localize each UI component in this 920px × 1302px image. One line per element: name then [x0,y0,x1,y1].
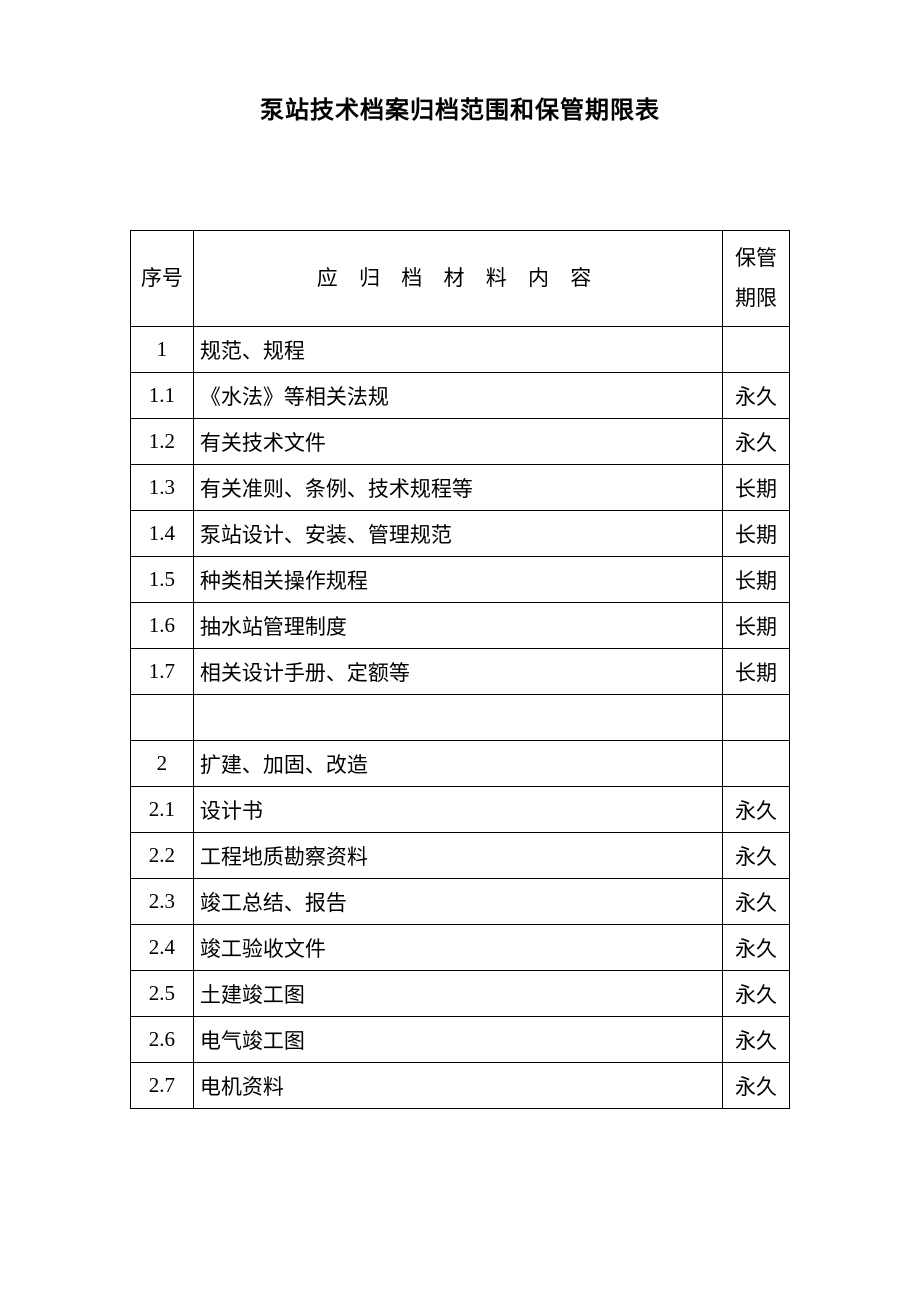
row-period: 永久 [723,1017,790,1063]
row-content: 土建竣工图 [193,971,722,1017]
row-content [193,695,722,741]
row-period [723,327,790,373]
document-title: 泵站技术档案归档范围和保管期限表 [130,90,790,125]
row-period: 长期 [723,511,790,557]
row-period: 永久 [723,1063,790,1109]
table-row: 1.4泵站设计、安装、管理规范长期 [131,511,790,557]
table-row: 2.2工程地质勘察资料永久 [131,833,790,879]
row-seq: 1.6 [131,603,194,649]
header-content: 应 归 档 材 料 内 容 [193,231,722,327]
row-seq: 1.1 [131,373,194,419]
row-seq [131,695,194,741]
row-seq: 1.4 [131,511,194,557]
header-period-line1: 保管 [735,246,777,270]
row-seq: 1.2 [131,419,194,465]
row-content: 规范、规程 [193,327,722,373]
row-seq: 1.5 [131,557,194,603]
row-content: 电气竣工图 [193,1017,722,1063]
row-period: 长期 [723,649,790,695]
row-seq: 2.7 [131,1063,194,1109]
row-seq: 2.2 [131,833,194,879]
table-row: 2.5土建竣工图永久 [131,971,790,1017]
row-period: 永久 [723,787,790,833]
row-seq: 1.3 [131,465,194,511]
row-content: 竣工总结、报告 [193,879,722,925]
table-row: 1规范、规程 [131,327,790,373]
row-content: 泵站设计、安装、管理规范 [193,511,722,557]
table-row: 1.1《水法》等相关法规永久 [131,373,790,419]
row-seq: 2 [131,741,194,787]
table-row: 1.3有关准则、条例、技术规程等长期 [131,465,790,511]
archive-table: 序号 应 归 档 材 料 内 容 保管 期限 1规范、规程1.1《水法》等相关法… [130,230,790,1109]
row-seq: 1.7 [131,649,194,695]
table-row: 2.6电气竣工图永久 [131,1017,790,1063]
table-row: 2.1设计书永久 [131,787,790,833]
row-period: 永久 [723,925,790,971]
table-row: 2.7电机资料永久 [131,1063,790,1109]
table-row: 1.6抽水站管理制度长期 [131,603,790,649]
row-seq: 2.1 [131,787,194,833]
table-row: 1.7相关设计手册、定额等长期 [131,649,790,695]
row-seq: 2.3 [131,879,194,925]
table-row: 2扩建、加固、改造 [131,741,790,787]
row-period: 永久 [723,971,790,1017]
row-seq: 2.5 [131,971,194,1017]
row-content: 有关技术文件 [193,419,722,465]
table-row: 2.3竣工总结、报告永久 [131,879,790,925]
row-period [723,695,790,741]
table-row [131,695,790,741]
row-content: 《水法》等相关法规 [193,373,722,419]
row-seq: 2.4 [131,925,194,971]
row-period: 长期 [723,603,790,649]
row-period: 永久 [723,833,790,879]
row-content: 有关准则、条例、技术规程等 [193,465,722,511]
table-header-row: 序号 应 归 档 材 料 内 容 保管 期限 [131,231,790,327]
header-seq: 序号 [131,231,194,327]
row-period [723,741,790,787]
row-period: 长期 [723,465,790,511]
row-period: 永久 [723,419,790,465]
row-content: 抽水站管理制度 [193,603,722,649]
row-period: 长期 [723,557,790,603]
row-seq: 1 [131,327,194,373]
table-row: 1.2有关技术文件永久 [131,419,790,465]
row-content: 相关设计手册、定额等 [193,649,722,695]
header-period-line2: 期限 [735,286,777,310]
row-seq: 2.6 [131,1017,194,1063]
row-content: 电机资料 [193,1063,722,1109]
row-content: 扩建、加固、改造 [193,741,722,787]
row-content: 竣工验收文件 [193,925,722,971]
header-period: 保管 期限 [723,231,790,327]
row-period: 永久 [723,879,790,925]
table-row: 1.5种类相关操作规程长期 [131,557,790,603]
row-period: 永久 [723,373,790,419]
row-content: 设计书 [193,787,722,833]
table-row: 2.4竣工验收文件永久 [131,925,790,971]
row-content: 种类相关操作规程 [193,557,722,603]
row-content: 工程地质勘察资料 [193,833,722,879]
